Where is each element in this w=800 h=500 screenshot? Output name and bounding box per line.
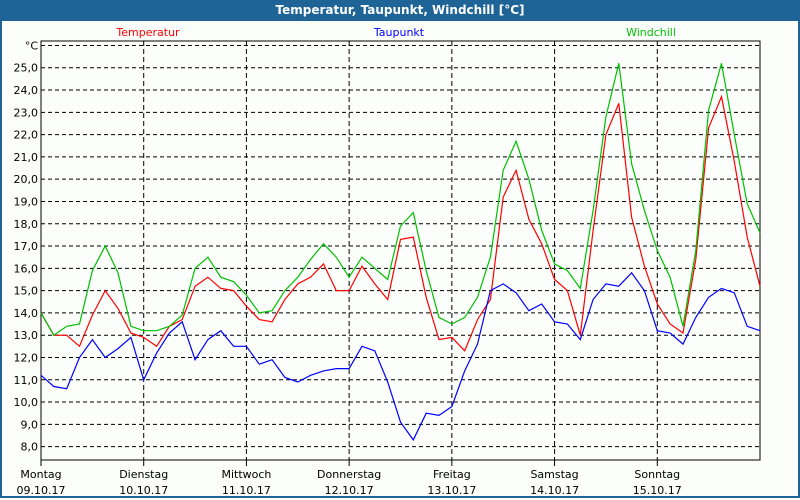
y-tick-label: 20,0 (14, 173, 39, 186)
y-tick-label: 19,0 (14, 195, 39, 208)
legend-taupunkt: Taupunkt (373, 26, 425, 39)
x-tick-day: Mittwoch (221, 468, 271, 481)
y-tick-label: 17,0 (14, 240, 39, 253)
legend: Temperatur Taupunkt Windchill (115, 26, 676, 39)
chart-title: Temperatur, Taupunkt, Windchill [°C] (0, 0, 800, 21)
x-tick-day: Samstag (530, 468, 578, 481)
y-tick-label: 22,0 (14, 129, 39, 142)
series-line-taupunkt (40, 271, 761, 442)
legend-windchill: Windchill (626, 26, 676, 39)
x-tick-day: Dienstag (119, 468, 168, 481)
y-tick-label: 23,0 (14, 106, 39, 119)
series-lines (40, 63, 761, 442)
y-tick-label: 12,0 (14, 351, 39, 364)
x-tick-day: Sonntag (634, 468, 680, 481)
y-tick-label: 10,0 (14, 396, 39, 409)
y-tick-label: 21,0 (14, 151, 39, 164)
x-tick-day: Freitag (433, 468, 471, 481)
x-tick-date: 10.10.17 (119, 484, 168, 497)
y-axis-unit: °C (25, 39, 39, 52)
y-tick-label: 18,0 (14, 218, 39, 231)
y-tick-label: 25,0 (14, 62, 39, 75)
x-tick-date: 11.10.17 (222, 484, 271, 497)
legend-temperatur: Temperatur (115, 26, 180, 39)
y-tick-label: 15,0 (14, 285, 39, 298)
x-tick-date: 14.10.17 (530, 484, 579, 497)
axes: 8,0 9,0 10,0 11,0 12,0 13,0 14,0 15,0 16,0 17,0 18… (14, 39, 761, 497)
series-line-temperatur (40, 94, 761, 352)
x-tick-day: Donnerstag (317, 468, 381, 481)
y-tick-label: 9,0 (21, 418, 39, 431)
x-tick-date: 15.10.17 (633, 484, 682, 497)
y-tick-label: 11,0 (14, 374, 39, 387)
x-tick-date: 12.10.17 (325, 484, 374, 497)
y-tick-label: 14,0 (14, 307, 39, 320)
grid (41, 41, 760, 460)
x-tick-date: 13.10.17 (427, 484, 476, 497)
y-tick-label: 16,0 (14, 262, 39, 275)
x-tick-date: 09.10.17 (17, 484, 66, 497)
x-tick-day: Montag (20, 468, 61, 481)
plot-frame (40, 40, 761, 461)
y-tick-label: 24,0 (14, 84, 39, 97)
series-line-windchill (40, 63, 761, 337)
y-tick-label: 13,0 (14, 329, 39, 342)
y-tick-label: 8,0 (21, 441, 39, 454)
